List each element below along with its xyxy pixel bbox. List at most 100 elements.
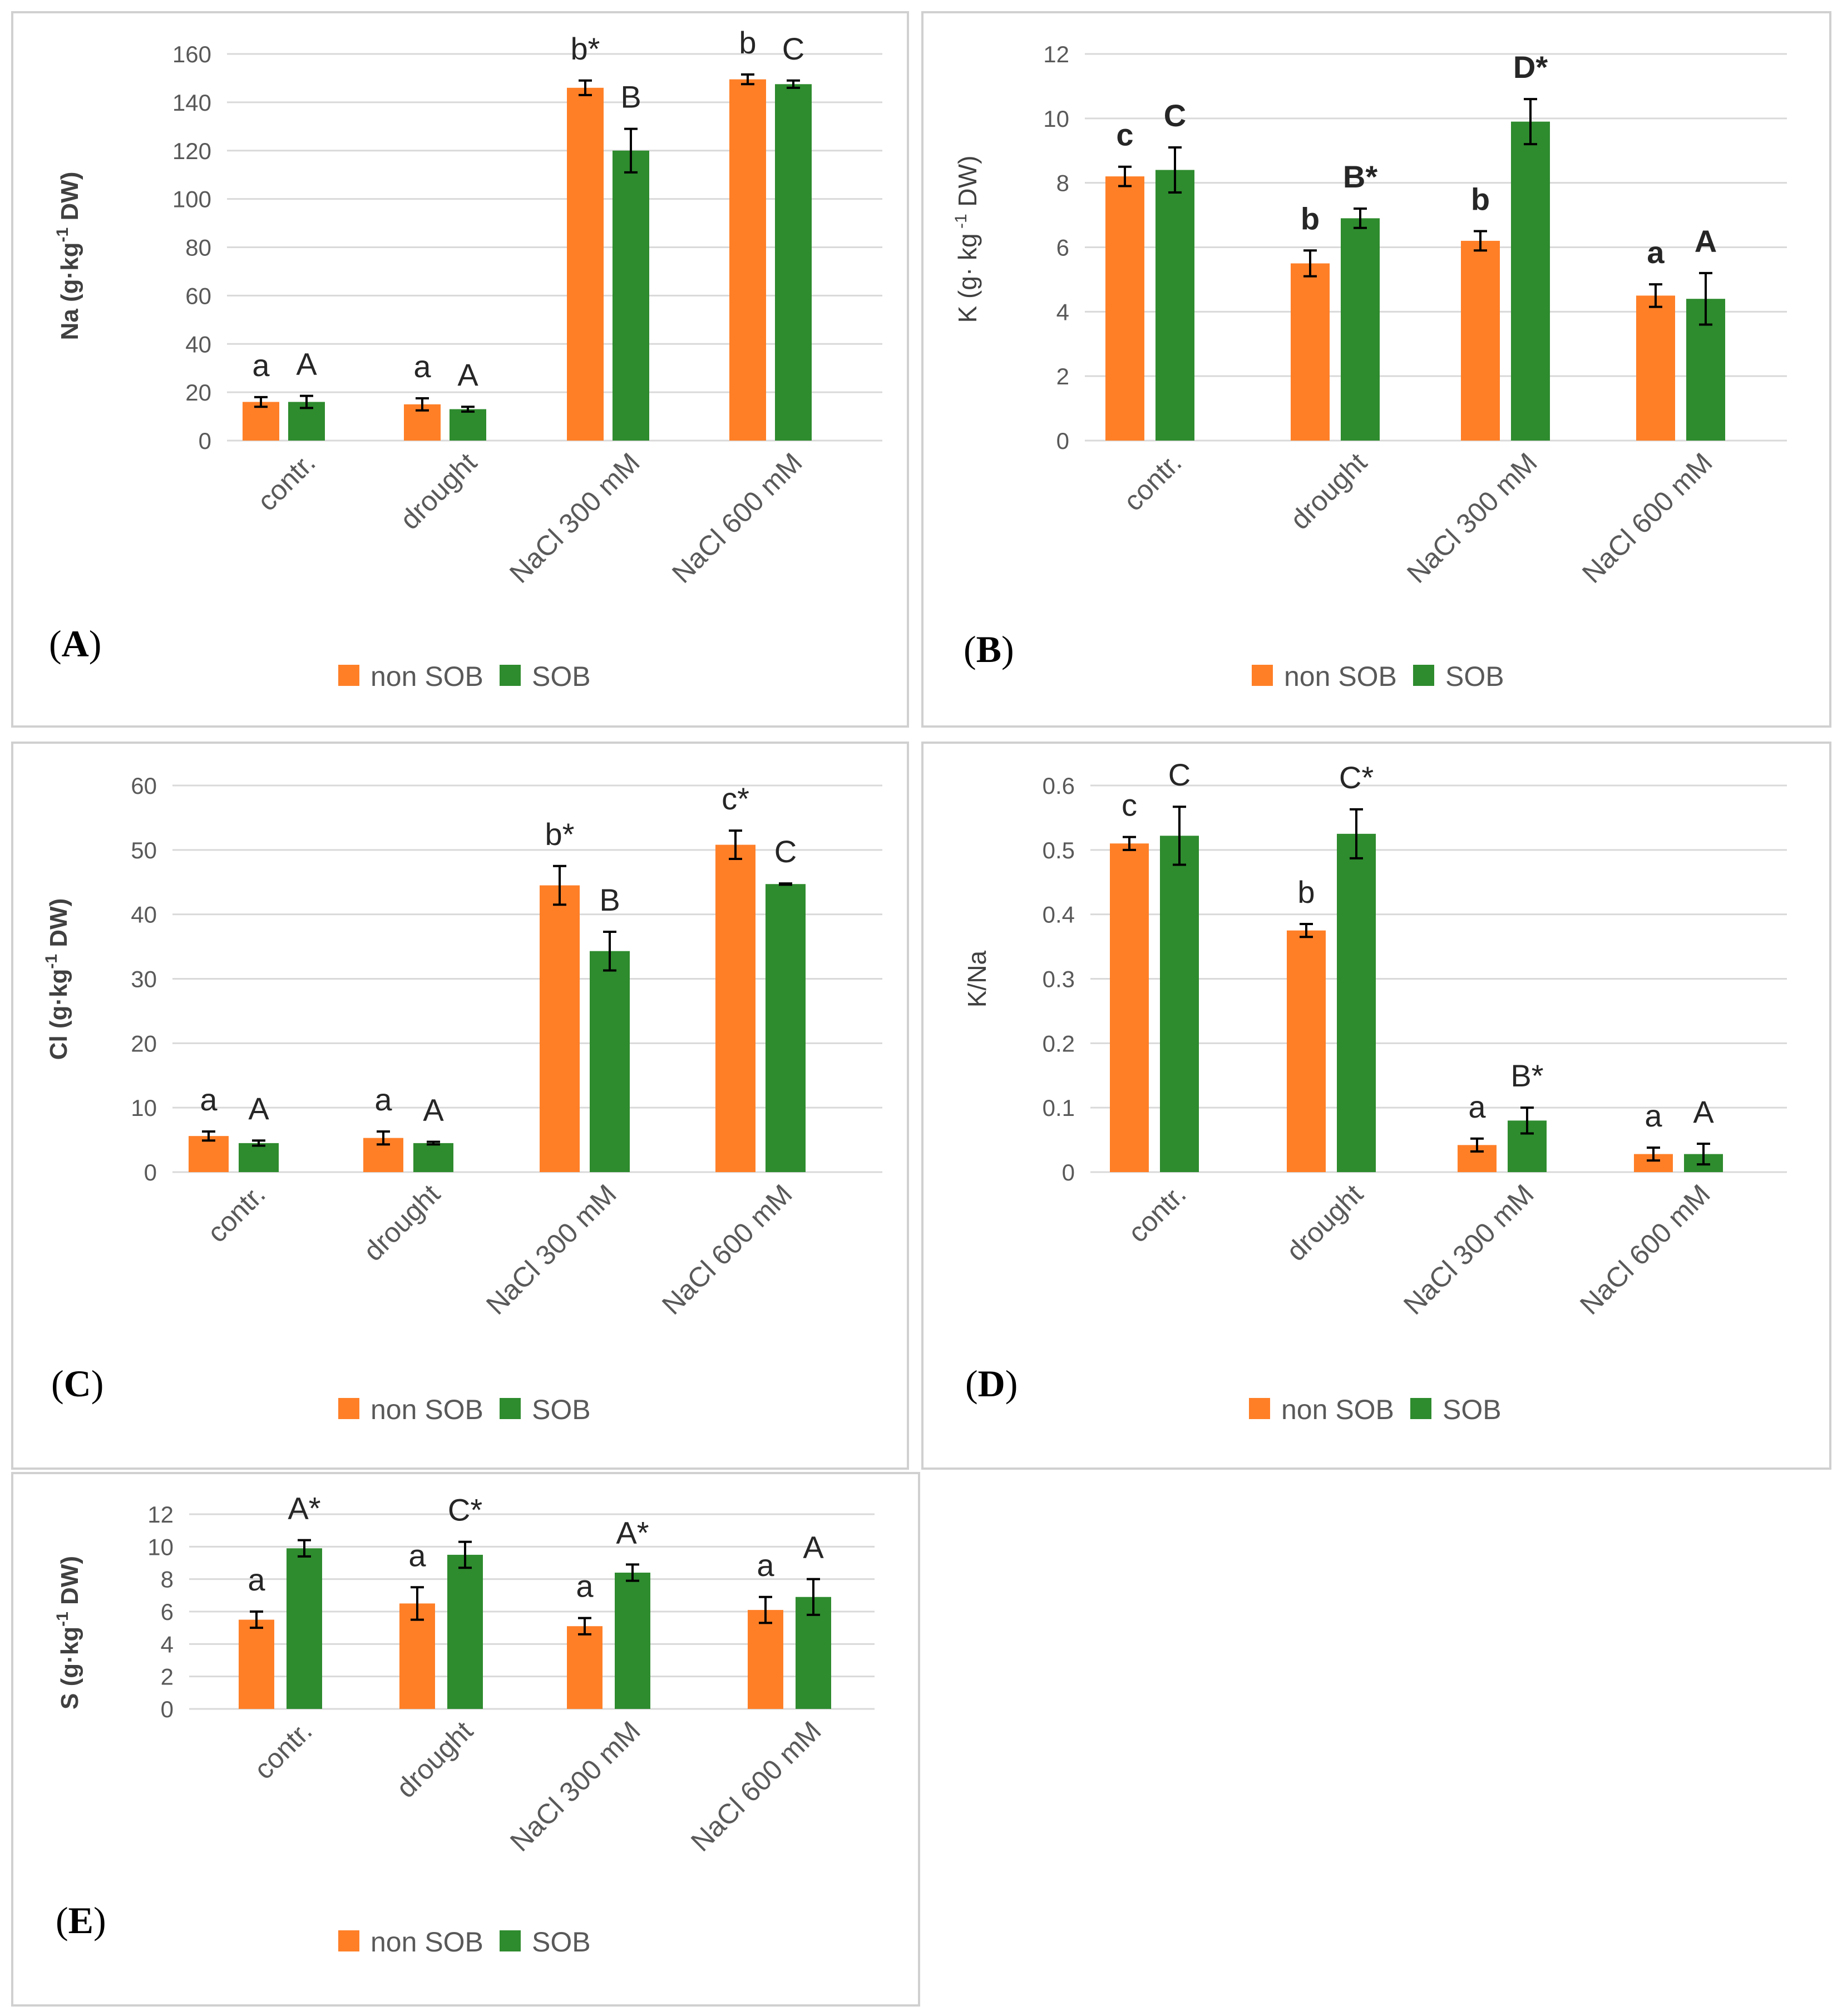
chart-panel-d: 00.10.20.30.40.50.6K/NacCcontr.bC*drough… [921, 742, 1831, 1470]
significance-letter: C [1164, 98, 1186, 133]
y-axis-label-main: Cl (g·kg [45, 969, 72, 1060]
significance-letter: C [1168, 757, 1191, 792]
panel-label-open: ( [965, 1362, 978, 1405]
legend-label-sob: SOB [532, 661, 591, 692]
y-tick-label: 10 [1043, 106, 1069, 132]
y-tick-label: 12 [147, 1501, 174, 1528]
y-axis-label-rest: DW) [56, 1556, 83, 1612]
significance-letter: B* [1510, 1058, 1543, 1093]
significance-letter: A [457, 357, 478, 392]
y-tick-label: 8 [161, 1567, 174, 1593]
y-tick-label: 0.5 [1043, 837, 1075, 863]
y-tick-label: 0.6 [1043, 773, 1075, 799]
legend-swatch-non-sob [1249, 1398, 1270, 1419]
panel-label-close: ) [93, 1899, 106, 1941]
legend-swatch-sob [500, 1398, 521, 1419]
bar-sob [413, 1143, 453, 1172]
bar-sob [1155, 170, 1194, 441]
bar-sob [447, 1554, 483, 1709]
bar-non-sob [1636, 295, 1675, 441]
significance-letter: a [408, 1538, 426, 1573]
panel-frame [11, 742, 909, 1470]
y-tick-label: 50 [131, 837, 157, 863]
y-tick-label: 20 [185, 379, 211, 406]
y-tick-label: 10 [131, 1095, 157, 1121]
significance-letter: a [1647, 235, 1665, 270]
significance-letter: b* [571, 31, 600, 66]
y-tick-label: 140 [172, 90, 211, 116]
legend-label-non-sob: non SOB [371, 1926, 483, 1958]
significance-letter: B* [1343, 159, 1377, 194]
significance-letter: a [252, 348, 270, 383]
bar-non-sob [399, 1603, 435, 1709]
panel-label-letter: B [976, 628, 1001, 670]
panel-label-letter: E [68, 1899, 93, 1941]
significance-letter: A* [288, 1491, 320, 1526]
significance-letter: B [599, 882, 620, 917]
significance-letter: A* [616, 1515, 649, 1550]
y-tick-label: 2 [1056, 363, 1069, 389]
y-tick-label: 4 [1056, 299, 1069, 325]
bar-sob [615, 1573, 650, 1709]
panel-frame [921, 742, 1831, 1470]
y-axis-label: Na (g·kg-1 DW) [53, 172, 83, 340]
panel-label-close: ) [89, 622, 102, 665]
bar-non-sob [239, 1619, 274, 1709]
panel-label-open: ( [51, 1362, 64, 1405]
y-axis-label-sup: -1 [952, 214, 970, 233]
y-axis-label-sup: -1 [53, 1612, 72, 1627]
y-tick-label: 0.3 [1043, 966, 1075, 992]
bar-non-sob [1461, 240, 1500, 441]
y-axis-label-main: S (g·kg [56, 1627, 83, 1709]
y-tick-label: 60 [131, 773, 157, 799]
bar-non-sob [715, 844, 755, 1172]
bar-sob [775, 84, 812, 441]
legend-label-sob: SOB [532, 1394, 591, 1425]
bar-non-sob [748, 1610, 783, 1709]
legend-swatch-sob [1410, 1398, 1431, 1419]
bar-sob [1337, 833, 1376, 1172]
panel-label-letter: C [64, 1362, 91, 1405]
significance-letter: c [1122, 788, 1137, 823]
y-axis-label-rest: DW) [56, 172, 83, 228]
legend-swatch-sob [1413, 665, 1434, 686]
panel-label-open: ( [49, 622, 62, 665]
bar-sob [766, 884, 806, 1172]
y-tick-label: 0 [161, 1696, 174, 1722]
significance-letter: a [1645, 1098, 1662, 1133]
bar-non-sob [567, 1626, 603, 1709]
significance-letter: b [739, 25, 756, 60]
y-tick-label: 4 [161, 1631, 174, 1657]
bar-sob [590, 951, 630, 1172]
panel-label-letter: A [62, 622, 89, 665]
significance-letter: a [576, 1569, 594, 1604]
significance-letter: a [200, 1082, 218, 1117]
y-tick-label: 6 [161, 1599, 174, 1625]
significance-letter: a [248, 1562, 265, 1597]
y-tick-label: 100 [172, 186, 211, 213]
significance-letter: b* [545, 817, 575, 852]
y-tick-label: 8 [1056, 170, 1069, 196]
panel-label-open: ( [56, 1899, 68, 1941]
y-axis-label: K (g· kg -1 DW) [952, 156, 982, 323]
panel-label-close: ) [1005, 1362, 1018, 1405]
bar-non-sob [189, 1136, 229, 1172]
bar-non-sob [243, 402, 279, 441]
significance-letter: a [413, 349, 431, 384]
y-tick-label: 2 [161, 1664, 174, 1690]
y-axis-label-sup: -1 [42, 954, 61, 969]
bar-non-sob [567, 87, 604, 441]
y-axis-label-rest: DW) [953, 156, 982, 214]
legend-label-non-sob: non SOB [371, 1394, 483, 1425]
panel-label: (A) [49, 622, 101, 665]
y-axis-label: S (g·kg-1 DW) [53, 1556, 83, 1709]
significance-letter: A [1693, 1094, 1714, 1129]
y-tick-label: 30 [131, 966, 157, 992]
panel-label-close: ) [1001, 628, 1014, 670]
significance-letter: A [248, 1091, 269, 1126]
y-axis-label: Cl (g·kg-1 DW) [42, 898, 72, 1060]
significance-letter: b [1471, 182, 1490, 217]
